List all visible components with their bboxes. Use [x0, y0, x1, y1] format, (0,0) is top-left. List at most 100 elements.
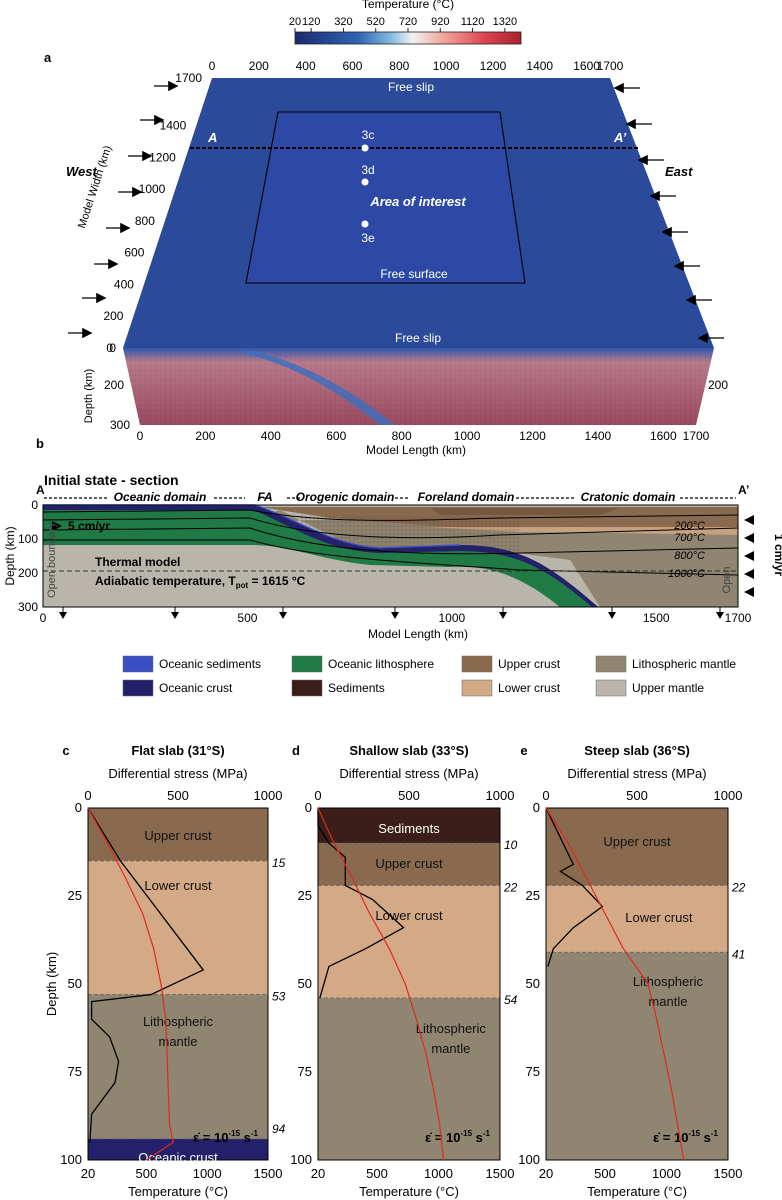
point-3d: [361, 178, 369, 186]
panel-a-label: a: [44, 50, 52, 65]
bottom-axis-tick: 1700: [683, 429, 710, 443]
thermal-model-label: Thermal model: [95, 555, 180, 569]
layer-label: Oceanic crust: [138, 1150, 218, 1165]
layer-band: [318, 808, 500, 844]
bottom-axis-tick: 1000: [454, 429, 481, 443]
velocity-left-arrow: [52, 521, 62, 531]
temperature-tick: 20: [539, 1166, 553, 1181]
depth-tick: 0: [533, 800, 540, 815]
velocity-right: 1 cm/yr: [772, 534, 782, 576]
top-axis-tick: 200: [249, 59, 269, 73]
panel-b-ylabel: Depth (km): [3, 526, 17, 585]
boundary-depth-label: 54: [504, 993, 518, 1007]
panel-title: Flat slab (31°S): [131, 743, 224, 758]
boundary-depth-label: 41: [732, 947, 745, 961]
material-legend: Oceanic sediments Oceanic crust Oceanic li…: [122, 655, 736, 697]
isotherm-1000: [43, 539, 739, 576]
isotherm-200: [42, 509, 739, 521]
point-3e-label: 3e: [361, 231, 375, 245]
top-axis-tick: 1700: [597, 59, 624, 73]
colorbar-ticks: 20 120 320 520 720 920 1120 1320: [289, 16, 517, 32]
colorbar-tick-label: 320: [334, 16, 352, 28]
depth-tick: 50: [526, 976, 540, 991]
layer-label: Upper crust: [375, 856, 443, 871]
stress-axis-title: Differential stress (MPa): [108, 766, 247, 781]
open-right-label: Open: [721, 567, 733, 594]
depth-tick: 25: [68, 888, 82, 903]
top-axis-tick: 1000: [433, 59, 460, 73]
legend-swatch: [595, 655, 627, 673]
layer-label: Lithospheric: [143, 1014, 214, 1029]
stress-tick: 500: [398, 788, 420, 803]
point-3c-label: 3c: [362, 128, 375, 142]
legend-swatch: [595, 679, 627, 697]
width-axis-tick: 200: [103, 309, 123, 323]
strain-rate-label: ε̇ = 10-15 s-1: [425, 1129, 491, 1145]
depth-tick: 100: [60, 1152, 82, 1167]
layer-band: [88, 808, 268, 861]
isotherm-800: [42, 527, 739, 555]
domain-label: Cratonic domain: [581, 490, 676, 504]
stress-tick: 500: [626, 788, 648, 803]
layer-band: [318, 885, 500, 999]
layer-label: Lithospheric: [416, 1021, 487, 1036]
width-axis-tick: 1000: [139, 182, 166, 196]
temperature-tick: 500: [594, 1166, 616, 1181]
colorbar-bar: [294, 31, 522, 45]
layer-band: [546, 885, 728, 953]
colorbar-tick-label: 1120: [461, 16, 485, 28]
bottom-axis-tick: 600: [326, 429, 346, 443]
layer-band: [318, 843, 500, 886]
stress-axis-title: Differential stress (MPa): [339, 766, 478, 781]
strain-rate-label: ε̇ = 10-15 s-1: [193, 1129, 259, 1145]
depth-tick: 25: [298, 888, 312, 903]
length-tick: 1000: [438, 611, 465, 625]
inflow-arrow: [744, 569, 754, 579]
oceanic-sediments: [43, 504, 461, 549]
stress-tick: 1000: [254, 788, 283, 803]
bottom-axis-tick: 400: [261, 429, 281, 443]
stress-tick: 500: [167, 788, 189, 803]
top-axis-tick: 1600: [573, 59, 600, 73]
depth-tick: 0: [31, 498, 38, 512]
isotherm-label: 800°C: [674, 550, 705, 562]
depth-axis-tick: 0: [109, 341, 116, 355]
outflow-arrow: [59, 612, 67, 619]
panel-frame: [545, 807, 729, 1161]
free-slip-bottom: Free slip: [395, 331, 441, 345]
layer-label: Upper crust: [144, 828, 212, 843]
temperature-tick: 1000: [652, 1166, 681, 1181]
stress-tick: 1000: [486, 788, 515, 803]
boundary-depth-label: 15: [272, 856, 286, 870]
width-axis-tick: 1400: [160, 119, 187, 133]
depth-tick: 75: [298, 1064, 312, 1079]
width-axis-tick: 0: [106, 341, 113, 355]
temperature-tick: 20: [311, 1166, 325, 1181]
oceanic-lithosphere: [43, 505, 598, 607]
point-3d-label: 3d: [361, 163, 374, 177]
right-boundary-arrows: [744, 515, 754, 597]
panel-title: Steep slab (36°S): [584, 743, 690, 758]
depth-tick: 0: [305, 800, 312, 815]
temperature-tick: 500: [136, 1166, 158, 1181]
inflow-arrow: [744, 533, 754, 543]
length-tick: 0: [40, 611, 47, 625]
panel-letter: e: [520, 743, 527, 758]
free-slip-top: Free slip: [388, 80, 434, 94]
depth-tick: 75: [526, 1064, 540, 1079]
bottom-axis-tick: 800: [392, 429, 412, 443]
domain-label: FA: [257, 490, 272, 504]
isotherm-label: 200°C: [673, 520, 705, 532]
width-axis-tick: 1200: [149, 150, 176, 164]
boundary-depth-label: 22: [731, 880, 746, 894]
panel-b-title: Initial state - section: [44, 472, 179, 488]
temperature-axis-title: Temperature (°C): [587, 1184, 687, 1199]
profile-a-label: A: [207, 130, 217, 145]
area-of-interest-label: Area of interest: [369, 194, 466, 209]
point-3c: [361, 144, 369, 152]
layer-label: Lower crust: [375, 908, 443, 923]
top-axis-tick: 400: [296, 59, 316, 73]
legend-label: Oceanic crust: [159, 681, 233, 695]
stress-tick: 1000: [714, 788, 743, 803]
bottom-axis-tick: 1200: [519, 429, 546, 443]
